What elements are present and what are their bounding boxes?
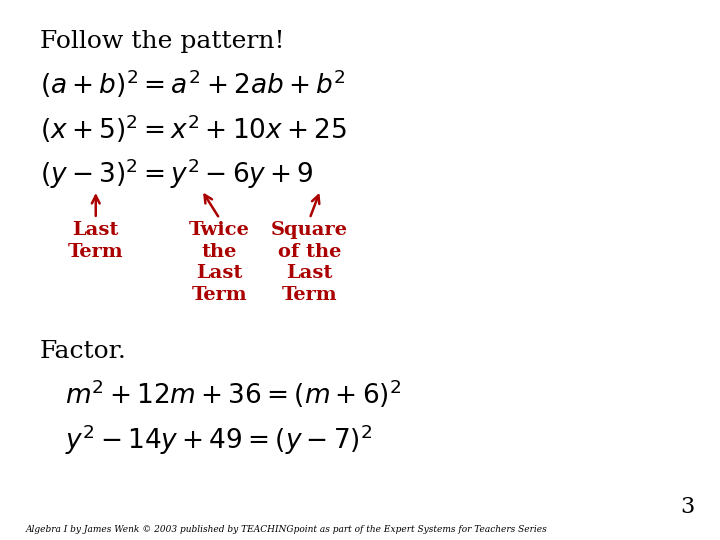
Text: Factor.: Factor.: [40, 340, 127, 362]
Text: $(y-3)^2 = y^2-6y+9$: $(y-3)^2 = y^2-6y+9$: [40, 156, 313, 191]
Text: Twice
the
Last
Term: Twice the Last Term: [189, 221, 250, 304]
Text: $(a+b)^2 = a^2+2ab+b^2$: $(a+b)^2 = a^2+2ab+b^2$: [40, 68, 346, 100]
Text: Square
of the
Last
Term: Square of the Last Term: [271, 221, 348, 304]
Text: Last
Term: Last Term: [68, 221, 124, 261]
Text: $y^2-14y+49 = (y-7)^2$: $y^2-14y+49 = (y-7)^2$: [65, 423, 372, 457]
Text: $(x+5)^2 = x^2+10x+25$: $(x+5)^2 = x^2+10x+25$: [40, 112, 346, 145]
Text: $m^2+12m+36 = (m+6)^2$: $m^2+12m+36 = (m+6)^2$: [65, 378, 401, 410]
Text: Algebra I by James Wenk © 2003 published by TEACHINGpoint as part of the Expert : Algebra I by James Wenk © 2003 published…: [25, 524, 547, 534]
Text: 3: 3: [680, 496, 695, 518]
Text: Follow the pattern!: Follow the pattern!: [40, 30, 284, 53]
